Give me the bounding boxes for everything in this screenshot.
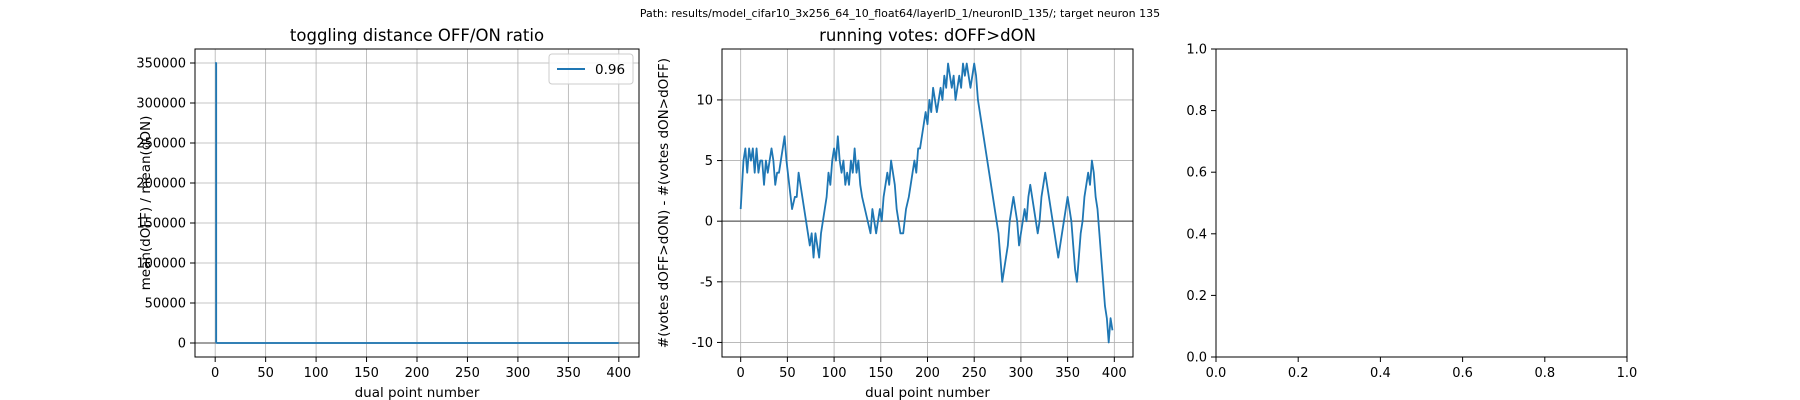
y-tick-label: 200000 xyxy=(136,177,186,192)
y-tick-label: 1.0 xyxy=(1186,43,1207,58)
x-tick-label: 0.0 xyxy=(1206,366,1227,381)
x-tick-label: 400 xyxy=(606,366,631,381)
panel-ratio-xlabel: dual point number xyxy=(355,385,480,400)
x-tick-label: 200 xyxy=(405,366,430,381)
y-tick-label: 10 xyxy=(696,93,713,108)
y-tick-label: 300000 xyxy=(136,97,186,112)
y-tick-label: 0.4 xyxy=(1186,227,1207,242)
x-tick-label: 150 xyxy=(354,366,379,381)
x-tick-label: 0 xyxy=(737,366,745,381)
panel-votes-grid xyxy=(722,49,1133,357)
y-tick-label: 0 xyxy=(705,215,713,230)
x-tick-label: 50 xyxy=(779,366,796,381)
series-line xyxy=(739,62,1114,344)
x-tick-label: 300 xyxy=(1008,366,1033,381)
figure-suptitle: Path: results/model_cifar10_3x256_64_10_… xyxy=(639,7,1161,20)
y-tick-label: 0.0 xyxy=(1186,351,1207,366)
panel-ratio-title: toggling distance OFF/ON ratio xyxy=(290,26,544,45)
x-tick-label: 50 xyxy=(257,366,274,381)
y-tick-label: 100000 xyxy=(136,257,186,272)
panel-votes-ticks: 0 50 100 150 200 250 300 350 400 -10 -5 0 5 10 xyxy=(692,93,1127,381)
panel-ratio-legend: 0.96 xyxy=(548,53,634,85)
series-line xyxy=(215,62,619,344)
x-tick-label: 150 xyxy=(868,366,893,381)
panel-votes-xlabel: dual point number xyxy=(865,385,990,400)
x-tick-label: 200 xyxy=(915,366,940,381)
y-tick-label: 5 xyxy=(705,154,713,169)
legend-label: 0.96 xyxy=(595,62,625,78)
y-tick-label: 0.2 xyxy=(1186,289,1207,304)
y-tick-label: 0.8 xyxy=(1186,104,1207,119)
panel-votes: 0 50 100 150 200 250 300 350 400 -10 -5 0 5 10 runnin… xyxy=(656,26,1134,400)
panel-empty-axes-frame xyxy=(1215,48,1628,358)
x-tick-label: 400 xyxy=(1102,366,1127,381)
y-tick-label: 0.6 xyxy=(1186,166,1207,181)
legend-box xyxy=(548,53,634,85)
x-tick-label: 300 xyxy=(505,366,530,381)
x-tick-label: 250 xyxy=(962,366,987,381)
x-tick-label: 250 xyxy=(455,366,480,381)
panel-empty-ticks: 0.0 0.2 0.4 0.6 0.8 1.0 0.0 0.2 0.4 0.6 0.8 1.0 xyxy=(1186,43,1637,382)
panel-votes-series-group xyxy=(739,62,1114,344)
panel-ratio: 0 50 100 150 200 250 300 350 400 0 50000 100000 1500… xyxy=(136,26,640,400)
panel-ratio-series-group xyxy=(215,62,619,344)
panel-ratio-ylabel: mean(dOFF) / mean(dON) xyxy=(138,116,154,291)
x-tick-label: 100 xyxy=(304,366,329,381)
panel-ratio-ticks: 0 50 100 150 200 250 300 350 400 0 50000 100000 1500… xyxy=(136,57,631,382)
y-tick-label: -10 xyxy=(692,336,713,351)
x-tick-label: 350 xyxy=(556,366,581,381)
panel-votes-title: running votes: dOFF>dON xyxy=(819,26,1036,45)
x-tick-label: 100 xyxy=(822,366,847,381)
y-tick-label: -5 xyxy=(700,275,713,290)
x-tick-label: 350 xyxy=(1055,366,1080,381)
x-tick-label: 1.0 xyxy=(1617,366,1638,381)
x-tick-label: 0.8 xyxy=(1534,366,1555,381)
x-tick-label: 0.6 xyxy=(1452,366,1473,381)
y-tick-label: 150000 xyxy=(136,217,186,232)
panel-votes-ylabel: #(votes dOFF>dON) - #(votes dON>dOFF) xyxy=(656,58,672,348)
y-tick-label: 350000 xyxy=(136,57,186,72)
x-tick-label: 0.4 xyxy=(1370,366,1391,381)
panel-ratio-grid xyxy=(195,49,639,357)
panel-empty: 0.0 0.2 0.4 0.6 0.8 1.0 0.0 0.2 0.4 0.6 0.8 1.0 xyxy=(1186,43,1637,382)
y-tick-label: 50000 xyxy=(145,297,186,312)
y-tick-label: 250000 xyxy=(136,137,186,152)
x-tick-label: 0 xyxy=(211,366,219,381)
y-tick-label: 0 xyxy=(178,337,186,352)
x-tick-label: 0.2 xyxy=(1288,366,1309,381)
